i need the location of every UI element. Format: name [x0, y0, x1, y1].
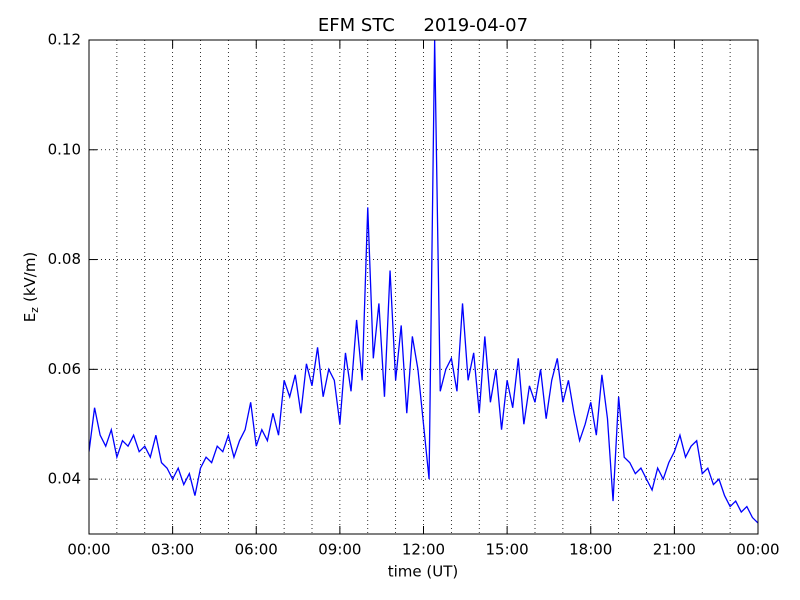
- x-tick-label: 06:00: [235, 541, 278, 559]
- y-label-sub: z: [28, 307, 41, 313]
- x-tick-label: 00:00: [736, 541, 779, 559]
- y-tick-label: 0.08: [48, 250, 81, 268]
- x-tick-label: 09:00: [318, 541, 361, 559]
- y-tick-label: 0.10: [48, 140, 81, 158]
- data-line: [89, 40, 758, 524]
- x-axis-label: time (UT): [388, 563, 459, 581]
- x-tick-label: 21:00: [653, 541, 696, 559]
- x-tick-label: 15:00: [486, 541, 529, 559]
- y-axis-label: Ez (kV/m): [21, 252, 42, 323]
- y-tick-label: 0.12: [48, 31, 81, 49]
- y-label-unit: (kV/m): [21, 252, 39, 302]
- chart-title: EFM STC 2019-04-07: [318, 15, 528, 36]
- y-label-main: E: [21, 313, 39, 322]
- x-tick-label: 03:00: [151, 541, 194, 559]
- x-tick-label: 00:00: [67, 541, 110, 559]
- x-tick-label: 18:00: [569, 541, 612, 559]
- x-tick-label: 12:00: [402, 541, 445, 559]
- y-tick-label: 0.04: [48, 470, 81, 488]
- y-tick-label: 0.06: [48, 360, 81, 378]
- plot-frame: [88, 39, 759, 535]
